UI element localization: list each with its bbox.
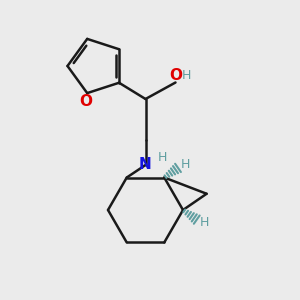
Text: H: H [181, 158, 190, 171]
Text: H: H [182, 69, 192, 82]
Text: N: N [139, 157, 151, 172]
Text: H: H [157, 151, 167, 164]
Text: O: O [169, 68, 183, 83]
Text: H: H [200, 216, 209, 229]
Text: O: O [79, 94, 92, 109]
